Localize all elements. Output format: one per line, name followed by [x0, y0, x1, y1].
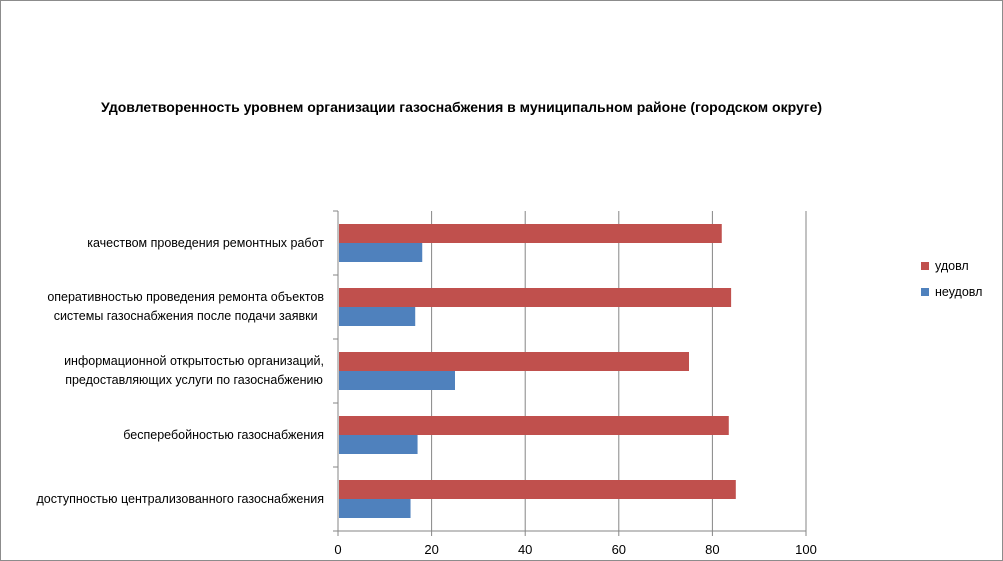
legend-item: удовл — [921, 259, 969, 273]
bar-udovl — [339, 288, 732, 307]
x-tick-label: 80 — [705, 542, 719, 557]
x-tick-label: 0 — [334, 542, 341, 557]
category-label: оперативностью проведения ремонта объект… — [47, 288, 324, 326]
bar-udovl — [339, 224, 722, 243]
x-tick-label: 20 — [424, 542, 438, 557]
bar-neudovl — [339, 499, 411, 518]
legend-label: неудовл — [935, 285, 983, 299]
bar-neudovl — [339, 243, 423, 262]
legend-item: неудовл — [921, 285, 982, 299]
bar-neudovl — [339, 307, 416, 326]
category-label-line: предоставляющих услуги по газоснабжению — [65, 373, 323, 387]
bar-udovl — [339, 480, 736, 499]
category-label-line: информационной открытостью организаций, — [64, 354, 324, 368]
category-label: доступностью централизованного газоснабж… — [36, 490, 324, 509]
category-label-line: системы газоснабжения после подачи заявк… — [53, 309, 318, 323]
category-label: качеством проведения ремонтных работ — [87, 234, 324, 253]
legend-swatch — [921, 262, 929, 270]
x-tick-label: 40 — [518, 542, 532, 557]
bar-udovl — [339, 352, 689, 371]
category-label: бесперебойностью газоснабжения — [123, 426, 324, 445]
category-label-line: бесперебойностью газоснабжения — [123, 427, 324, 442]
category-label-line: качеством проведения ремонтных работ — [87, 235, 324, 250]
bar-udovl — [339, 416, 729, 435]
category-label: информационной открытостью организаций, п… — [64, 352, 324, 390]
chart-title: Удовлетворенность уровнем организации га… — [101, 99, 823, 115]
x-tick-label: 60 — [612, 542, 626, 557]
bar-neudovl — [339, 371, 455, 390]
category-label-line: доступностью централизованного газоснабж… — [36, 491, 324, 506]
x-tick-label: 100 — [795, 542, 817, 557]
legend-swatch — [921, 288, 929, 296]
category-label-line: оперативностью проведения ремонта объект… — [47, 290, 324, 304]
bar-neudovl — [339, 435, 418, 454]
legend-label: удовл — [935, 259, 969, 273]
